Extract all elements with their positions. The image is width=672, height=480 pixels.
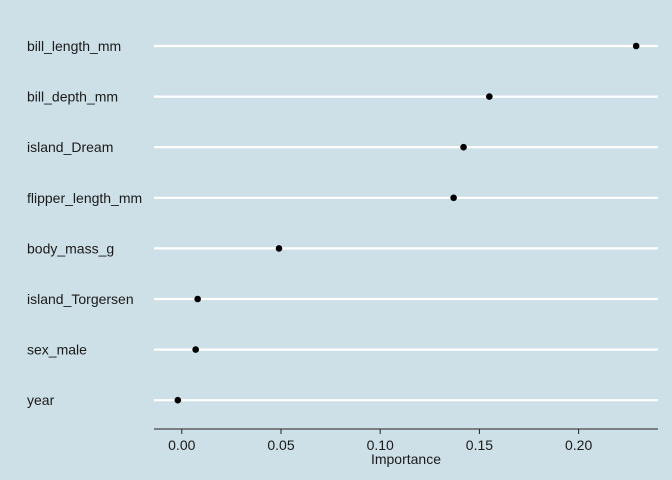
data-point <box>194 295 201 303</box>
y-tick-label: bill_length_mm <box>27 38 121 54</box>
x-tick-label: 0.20 <box>565 437 592 453</box>
data-point <box>174 396 182 404</box>
y-tick-label: bill_depth_mm <box>27 89 118 105</box>
y-tick-label: flipper_length_mm <box>27 190 142 206</box>
data-point <box>275 245 283 252</box>
x-tick-label: 0.00 <box>168 437 195 453</box>
data-point <box>486 93 493 100</box>
x-tick-label: 0.15 <box>466 437 493 453</box>
y-tick-label: year <box>27 392 55 408</box>
data-point <box>460 143 467 151</box>
y-tick-label: island_Torgersen <box>27 291 134 307</box>
y-axis-labels: bill_length_mm bill_depth_mm island_Dreamf… <box>27 38 142 408</box>
x-axis-title: Importance <box>371 451 441 467</box>
x-axis-ticks: 0.00 0.05 0.10 0.15 0.20 <box>168 429 592 453</box>
data-point <box>632 42 640 50</box>
y-tick-label: body_mass_g <box>27 240 114 256</box>
data-point <box>450 194 457 202</box>
x-tick-label: 0.05 <box>267 437 294 453</box>
y-tick-label: sex_male <box>27 342 87 358</box>
x-tick-label: 0.10 <box>367 437 394 453</box>
y-tick-label: island_Dream <box>27 139 113 155</box>
data-points <box>174 42 640 404</box>
data-point <box>192 346 199 353</box>
gridlines <box>154 44 658 402</box>
